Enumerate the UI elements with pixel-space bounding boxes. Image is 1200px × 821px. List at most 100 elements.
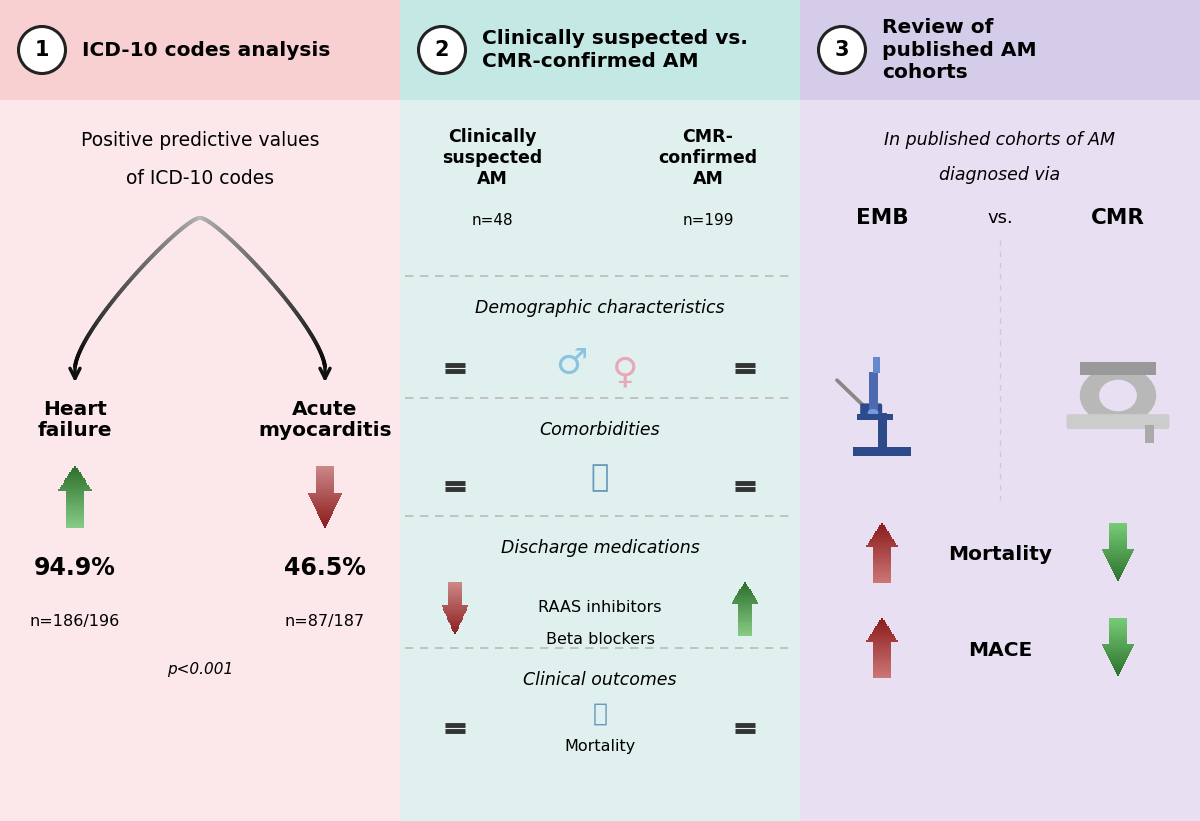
Bar bbox=[452, 629, 458, 631]
Text: n=199: n=199 bbox=[683, 213, 733, 228]
Bar bbox=[0, 0, 400, 821]
Bar bbox=[316, 466, 334, 468]
Bar bbox=[738, 620, 752, 621]
Bar bbox=[448, 594, 462, 596]
Bar bbox=[738, 632, 752, 634]
Bar bbox=[448, 618, 463, 620]
Bar bbox=[65, 479, 85, 480]
Bar bbox=[68, 475, 82, 476]
Bar bbox=[876, 626, 888, 628]
Bar bbox=[871, 537, 893, 539]
Bar bbox=[740, 587, 750, 589]
Text: vs.: vs. bbox=[988, 209, 1013, 227]
Text: p<0.001: p<0.001 bbox=[167, 662, 233, 677]
Bar bbox=[1110, 531, 1127, 533]
Bar bbox=[313, 503, 336, 505]
Text: 💀: 💀 bbox=[593, 702, 607, 726]
Bar bbox=[1103, 549, 1134, 551]
Bar bbox=[70, 472, 80, 475]
Bar bbox=[316, 468, 334, 470]
Ellipse shape bbox=[1099, 380, 1136, 411]
Bar bbox=[322, 520, 329, 522]
Bar bbox=[448, 587, 462, 589]
Bar bbox=[738, 612, 752, 614]
Bar bbox=[874, 551, 890, 553]
Bar bbox=[61, 484, 89, 487]
Bar bbox=[451, 627, 458, 629]
Bar bbox=[1116, 672, 1121, 674]
Bar bbox=[866, 640, 898, 642]
Bar bbox=[1110, 618, 1127, 620]
Bar bbox=[443, 609, 467, 611]
Bar bbox=[1106, 652, 1130, 654]
Bar bbox=[1112, 666, 1123, 668]
Bar bbox=[857, 414, 893, 420]
Bar bbox=[317, 509, 334, 511]
Circle shape bbox=[419, 26, 466, 74]
Bar bbox=[0, 0, 400, 100]
Bar bbox=[323, 522, 328, 524]
Bar bbox=[1110, 638, 1127, 640]
Bar bbox=[874, 644, 890, 646]
Bar bbox=[1110, 539, 1127, 541]
Bar bbox=[1110, 547, 1127, 549]
Bar bbox=[877, 624, 887, 626]
Bar bbox=[66, 509, 84, 511]
Text: MACE: MACE bbox=[968, 640, 1032, 659]
Bar bbox=[871, 632, 893, 634]
Bar bbox=[874, 573, 890, 575]
Bar bbox=[1116, 577, 1121, 579]
Bar bbox=[59, 488, 91, 491]
Bar bbox=[1108, 654, 1129, 656]
Bar bbox=[66, 495, 84, 497]
Bar bbox=[316, 472, 334, 475]
Text: n=48: n=48 bbox=[472, 213, 512, 228]
Bar bbox=[446, 617, 463, 618]
Bar bbox=[1110, 537, 1127, 539]
Bar bbox=[874, 670, 890, 672]
Bar bbox=[738, 626, 752, 627]
Text: Positive predictive values: Positive predictive values bbox=[80, 131, 319, 149]
Text: Clinically suspected vs.
CMR-confirmed AM: Clinically suspected vs. CMR-confirmed A… bbox=[482, 29, 748, 71]
Text: ICD-10 codes analysis: ICD-10 codes analysis bbox=[82, 40, 330, 59]
FancyBboxPatch shape bbox=[1067, 415, 1170, 429]
Bar bbox=[870, 539, 894, 541]
Bar bbox=[448, 589, 462, 591]
Bar bbox=[1110, 628, 1127, 630]
Bar bbox=[800, 0, 1200, 821]
Bar bbox=[445, 612, 466, 614]
Bar bbox=[66, 493, 84, 495]
Bar bbox=[444, 611, 466, 612]
Bar bbox=[449, 621, 461, 623]
Bar bbox=[1112, 664, 1124, 666]
Bar bbox=[1105, 555, 1130, 557]
Bar bbox=[738, 627, 752, 629]
Bar bbox=[874, 575, 890, 577]
Text: CMR: CMR bbox=[1091, 208, 1145, 228]
Bar bbox=[874, 561, 890, 563]
Bar bbox=[738, 621, 752, 623]
Bar bbox=[738, 608, 752, 609]
Bar bbox=[1108, 561, 1128, 563]
Bar bbox=[874, 662, 890, 664]
Bar bbox=[1104, 553, 1132, 555]
Bar bbox=[66, 503, 84, 505]
Bar bbox=[316, 475, 334, 476]
Bar bbox=[874, 569, 890, 571]
Bar bbox=[448, 602, 462, 603]
Bar bbox=[448, 591, 462, 593]
Bar bbox=[732, 602, 758, 603]
Bar bbox=[866, 545, 898, 547]
Bar bbox=[874, 648, 890, 650]
Bar bbox=[874, 581, 890, 583]
Bar bbox=[1115, 575, 1121, 577]
Bar bbox=[316, 483, 334, 484]
Bar bbox=[448, 584, 462, 585]
Bar bbox=[874, 676, 890, 678]
Text: 1: 1 bbox=[35, 40, 49, 60]
Bar bbox=[1110, 620, 1127, 622]
Bar bbox=[1110, 622, 1127, 624]
Bar bbox=[874, 559, 890, 561]
Bar bbox=[738, 623, 752, 626]
Bar bbox=[876, 531, 888, 533]
